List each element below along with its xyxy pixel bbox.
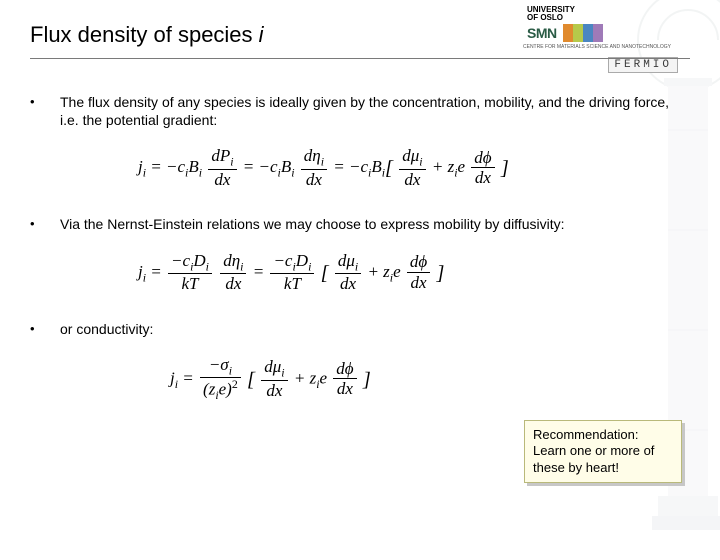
content: • The flux density of any species is ide… [30, 59, 690, 403]
slide: Flux density of species i • The flux den… [0, 0, 720, 449]
bullet-dot-icon: • [30, 320, 38, 335]
page-title: Flux density of species i [30, 22, 690, 48]
title-var: i [259, 22, 264, 47]
bullet-1: • The flux density of any species is ide… [30, 93, 690, 129]
bullet-2-text: Via the Nernst-Einstein relations we may… [60, 215, 565, 233]
title-prefix: Flux density of species [30, 22, 259, 47]
equation-3: ji = −σi(zie)2 [ dμidx + zie dϕdx ] [170, 356, 690, 403]
bullet-3: • or conductivity: [30, 320, 690, 338]
bullet-1-text: The flux density of any species is ideal… [60, 93, 690, 129]
equation-1: ji = −ciBi dPidx = −ciBi dηidx = −ciBi[ … [138, 147, 690, 189]
bullet-3-text: or conductivity: [60, 320, 153, 338]
equation-2: ji = −ciDikT dηidx = −ciDikT [ dμidx + z… [138, 252, 690, 294]
bullet-dot-icon: • [30, 93, 38, 108]
bullet-2: • Via the Nernst-Einstein relations we m… [30, 215, 690, 233]
bullet-dot-icon: • [30, 215, 38, 230]
